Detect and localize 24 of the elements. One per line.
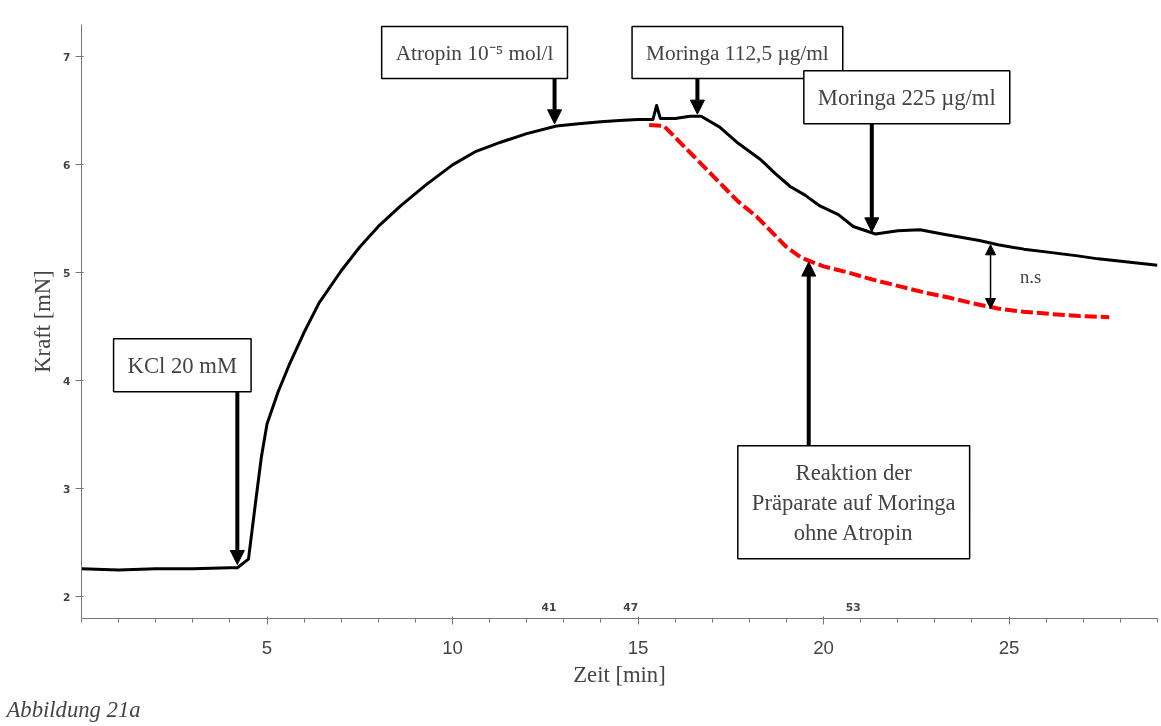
x-tick-label: 25 (998, 636, 1020, 658)
annotation: Moringa 112,5 µg/ml (646, 40, 829, 65)
y-tick-label: 2 (63, 590, 71, 604)
y-axis-title: Kraft [mN] (30, 270, 56, 373)
y-tick-label: 3 (63, 482, 71, 496)
line-series (647, 122, 1112, 320)
x-axis-title: Zeit [min] (573, 661, 666, 687)
annotation: 47 (623, 600, 639, 614)
y-tick-label: 5 (63, 266, 71, 280)
annotation: Atropin 10⁻⁵ mol/l (395, 40, 554, 65)
y-tick-label: 4 (63, 374, 71, 388)
x-tick-label: 20 (813, 636, 834, 658)
annotation: n.s (1019, 266, 1042, 288)
y-tick-label: 7 (63, 50, 71, 64)
x-tick-label: 10 (442, 636, 463, 658)
annotation: Moringa 225 µg/ml (817, 84, 996, 110)
annotation: 41 (541, 600, 557, 614)
annotation: Reaktion der Präparate auf Moringa ohne Atropin (751, 459, 956, 545)
x-tick-label: 15 (627, 636, 649, 658)
annotation: 53 (845, 600, 861, 614)
text: Abbildung 21a (4, 696, 141, 722)
x-tick-label: 5 (261, 636, 273, 658)
annotation: KCl 20 mM (127, 352, 238, 378)
y-tick-label: 6 (63, 158, 71, 172)
